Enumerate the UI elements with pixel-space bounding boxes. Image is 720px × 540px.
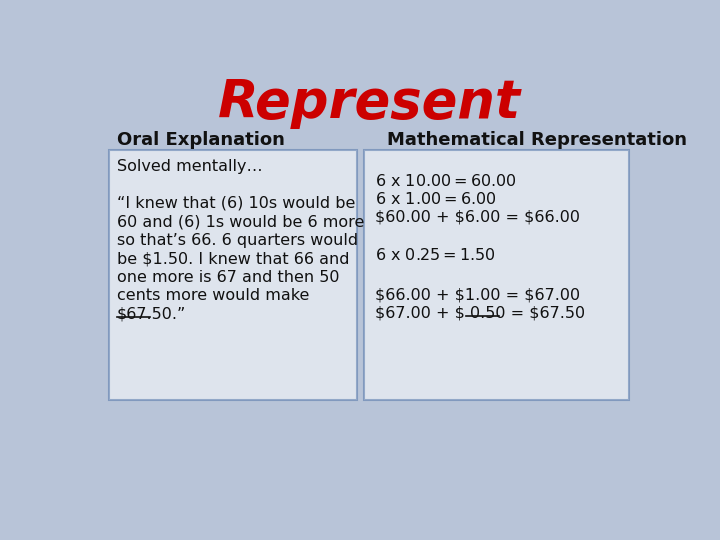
Text: 6 x $ 0.25 = $1.50: 6 x $ 0.25 = $1.50 [375, 247, 496, 262]
Text: 6 x $1.00 = $6.00: 6 x $1.00 = $6.00 [375, 191, 497, 207]
Text: “I knew that (6) 10s would be: “I knew that (6) 10s would be [117, 195, 356, 211]
FancyBboxPatch shape [364, 150, 629, 400]
Text: be $1.50. I knew that 66 and: be $1.50. I knew that 66 and [117, 251, 350, 266]
Text: cents more would make: cents more would make [117, 288, 310, 303]
Text: one more is 67 and then 50: one more is 67 and then 50 [117, 269, 340, 285]
Text: $60.00 + $6.00 = $66.00: $60.00 + $6.00 = $66.00 [375, 210, 580, 225]
FancyBboxPatch shape [109, 150, 357, 400]
Text: $66.00 + $1.00 = $67.00: $66.00 + $1.00 = $67.00 [375, 287, 580, 302]
Text: Represent: Represent [217, 77, 521, 129]
Text: $67.50.”: $67.50.” [117, 307, 186, 322]
Text: $67.00 + $ 0.50 = $67.50: $67.00 + $ 0.50 = $67.50 [375, 306, 585, 321]
Text: Solved mentally…: Solved mentally… [117, 159, 263, 174]
Text: 6 x $10.00 = $60.00: 6 x $10.00 = $60.00 [375, 173, 517, 188]
Text: Mathematical Representation: Mathematical Representation [387, 131, 687, 149]
Text: Oral Explanation: Oral Explanation [117, 131, 285, 149]
Text: 60 and (6) 1s would be 6 more: 60 and (6) 1s would be 6 more [117, 214, 364, 229]
Text: so that’s 66. 6 quarters would: so that’s 66. 6 quarters would [117, 233, 359, 248]
